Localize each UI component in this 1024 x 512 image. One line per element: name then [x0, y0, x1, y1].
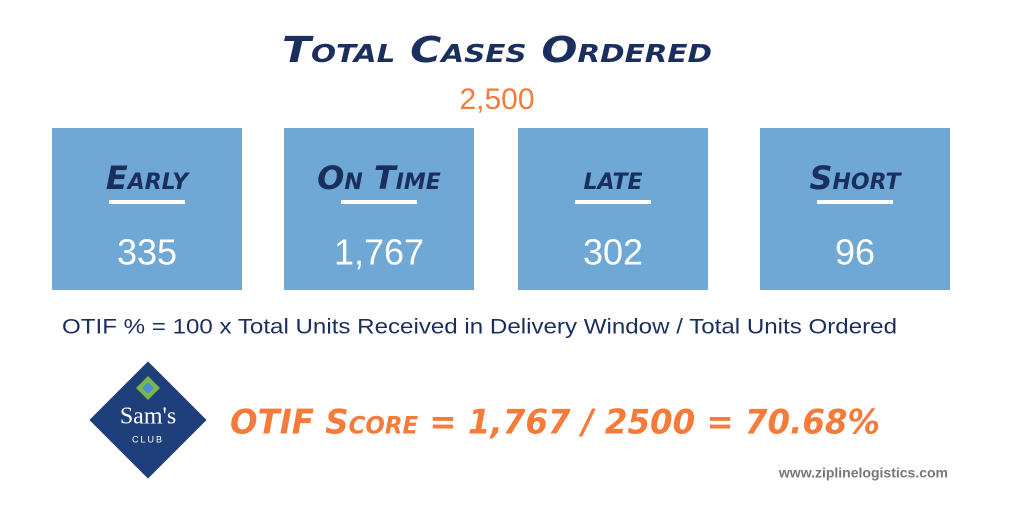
stat-value: 96	[835, 232, 875, 273]
logo-brand: Sam's	[120, 404, 176, 430]
stat-box	[284, 128, 474, 290]
logo-diamond	[86, 358, 210, 482]
box-group: Early 335 On Time 1,767 late 302 Short 96	[52, 128, 950, 290]
underline	[817, 200, 893, 204]
stat-box	[518, 128, 708, 290]
stat-value: 335	[117, 232, 177, 273]
underline	[341, 200, 417, 204]
stat-label: late	[584, 159, 643, 197]
logo-sub: CLUB	[132, 434, 164, 444]
underline	[109, 200, 185, 204]
logo: Sam's CLUB	[86, 358, 210, 482]
stat-label: Short	[809, 159, 902, 197]
title: Total Cases Ordered	[282, 30, 712, 71]
stat-value: 1,767	[334, 232, 424, 273]
formula: OTIF % = 100 x Total Units Received in D…	[62, 316, 897, 339]
underline	[575, 200, 651, 204]
stat-box	[52, 128, 242, 290]
logo-icon	[142, 382, 154, 394]
stat-box	[760, 128, 950, 290]
footer-url: www.ziplinelogistics.com	[778, 465, 948, 481]
total-value: 2,500	[459, 83, 534, 116]
stat-label: Early	[106, 159, 190, 197]
score: OTIF Score = 1,767 / 2500 = 70.68%	[230, 403, 880, 443]
stat-label: On Time	[317, 159, 441, 197]
stat-value: 302	[583, 232, 643, 273]
